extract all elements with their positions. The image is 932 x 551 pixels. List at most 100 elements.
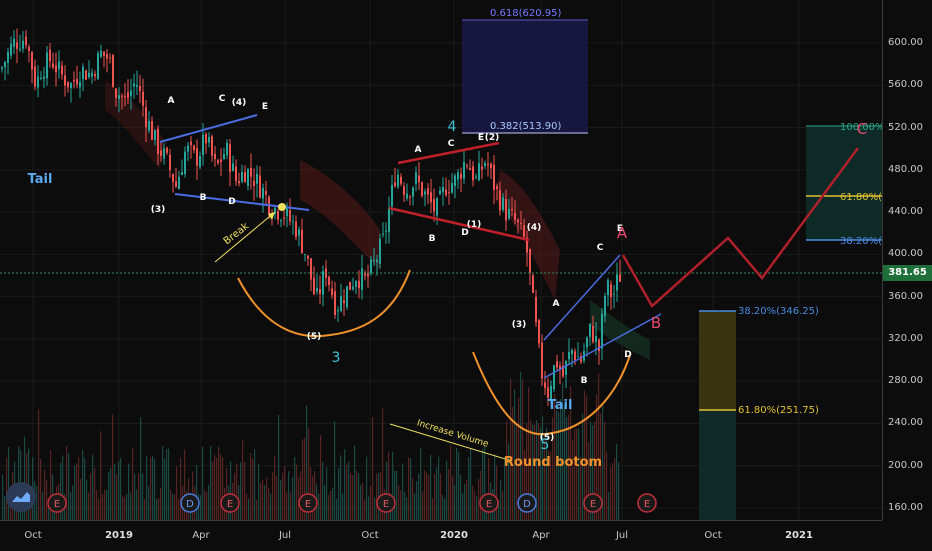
volume-bar <box>296 464 298 520</box>
volume-bar <box>118 461 120 520</box>
volume-bar <box>248 498 250 520</box>
tradingview-logo[interactable] <box>6 482 36 512</box>
candle-body <box>178 176 180 190</box>
candle-body <box>454 175 456 187</box>
volume-bar <box>394 470 396 520</box>
candle-body <box>379 238 381 264</box>
candle-body <box>433 199 435 212</box>
candle-body <box>472 166 474 181</box>
candle-body <box>73 80 75 82</box>
candle-body <box>355 281 357 287</box>
volume-bar <box>214 455 216 520</box>
trendline-blue-upper-3 <box>543 254 621 341</box>
fib-top-high-label: 0.618(620.95) <box>490 8 562 19</box>
volume-bar <box>434 473 436 520</box>
wave-count-label: 3 <box>332 350 341 366</box>
trendline-blue-upper-1 <box>159 114 258 143</box>
volume-bar <box>158 498 160 520</box>
volume-bar <box>364 499 366 520</box>
candle-body <box>487 163 489 166</box>
round-bottom-label: Round botom <box>504 455 602 470</box>
earnings-marker[interactable] <box>479 493 499 513</box>
wave-label: A <box>415 145 422 155</box>
candle-body <box>256 173 258 184</box>
candle-body <box>517 219 519 223</box>
candle-body <box>235 166 237 182</box>
time-tick-label: Oct <box>361 530 379 541</box>
volume-bar <box>422 491 424 520</box>
dividend-marker[interactable] <box>517 493 537 513</box>
volume-bar <box>108 471 110 520</box>
candle-body <box>361 268 363 290</box>
volume-bar <box>584 390 586 520</box>
volume-bar <box>180 457 182 520</box>
volume-bar <box>178 498 180 520</box>
volume-bar <box>166 449 168 520</box>
candle-body <box>481 166 483 170</box>
price-axis[interactable] <box>882 0 932 520</box>
candle-body <box>28 46 30 51</box>
candle-body <box>55 65 57 73</box>
volume-bar <box>614 458 616 520</box>
price-tick-label: 440.00 <box>888 206 923 218</box>
volume-bar <box>122 495 124 520</box>
candle-body <box>562 365 564 377</box>
volume-bar <box>570 386 572 520</box>
earnings-marker[interactable] <box>47 493 67 513</box>
dividend-marker[interactable] <box>180 493 200 513</box>
price-tick-label: 160.00 <box>888 502 923 513</box>
volume-bar <box>84 458 86 520</box>
candle-body <box>364 272 366 276</box>
volume-bar <box>568 414 570 520</box>
earnings-marker[interactable] <box>583 493 603 513</box>
volume-bar <box>120 457 122 520</box>
volume-bar <box>74 465 76 520</box>
candle-body <box>145 106 147 128</box>
volume-bar <box>104 489 106 520</box>
candle-body <box>187 145 189 152</box>
wave-label: D <box>461 228 468 238</box>
volume-bar <box>98 498 100 520</box>
volume-bar <box>504 456 506 520</box>
event-marker-label: E <box>54 499 60 510</box>
candle-body <box>430 192 432 203</box>
candle-body <box>301 229 303 254</box>
candle-body <box>307 255 309 259</box>
volume-bar <box>274 455 276 520</box>
earnings-marker[interactable] <box>298 493 318 513</box>
volume-bar <box>606 451 608 520</box>
volume-bar <box>68 452 70 520</box>
fib-box-right-top-upper <box>806 126 882 196</box>
candle-body <box>160 150 162 156</box>
volume-bar <box>420 448 422 520</box>
volume-bar <box>530 420 532 520</box>
earnings-marker[interactable] <box>220 493 240 513</box>
candle-body <box>457 172 459 180</box>
volume-bar <box>256 499 258 520</box>
volume-bar <box>304 438 306 520</box>
break-label: Break <box>222 221 252 248</box>
candle-body <box>604 296 606 316</box>
volume-bar <box>554 394 556 520</box>
earnings-marker[interactable] <box>637 493 657 513</box>
volume-bar <box>590 421 592 520</box>
earnings-marker[interactable] <box>376 493 396 513</box>
candle-body <box>436 198 438 216</box>
candle-body <box>184 151 186 175</box>
candle-body <box>403 186 405 195</box>
candle-body <box>238 181 240 184</box>
candle-body <box>541 342 543 379</box>
volume-bar <box>132 448 134 520</box>
volume-bar <box>576 428 578 520</box>
candle-body <box>610 284 612 298</box>
time-axis[interactable] <box>0 520 882 551</box>
time-tick-label: Apr <box>532 530 550 541</box>
volume-bar <box>96 490 98 520</box>
candle-body <box>286 207 288 217</box>
volume-bar <box>438 456 440 520</box>
volume-bar <box>566 416 568 520</box>
volume-bar <box>356 470 358 520</box>
volume-bar <box>494 454 496 520</box>
